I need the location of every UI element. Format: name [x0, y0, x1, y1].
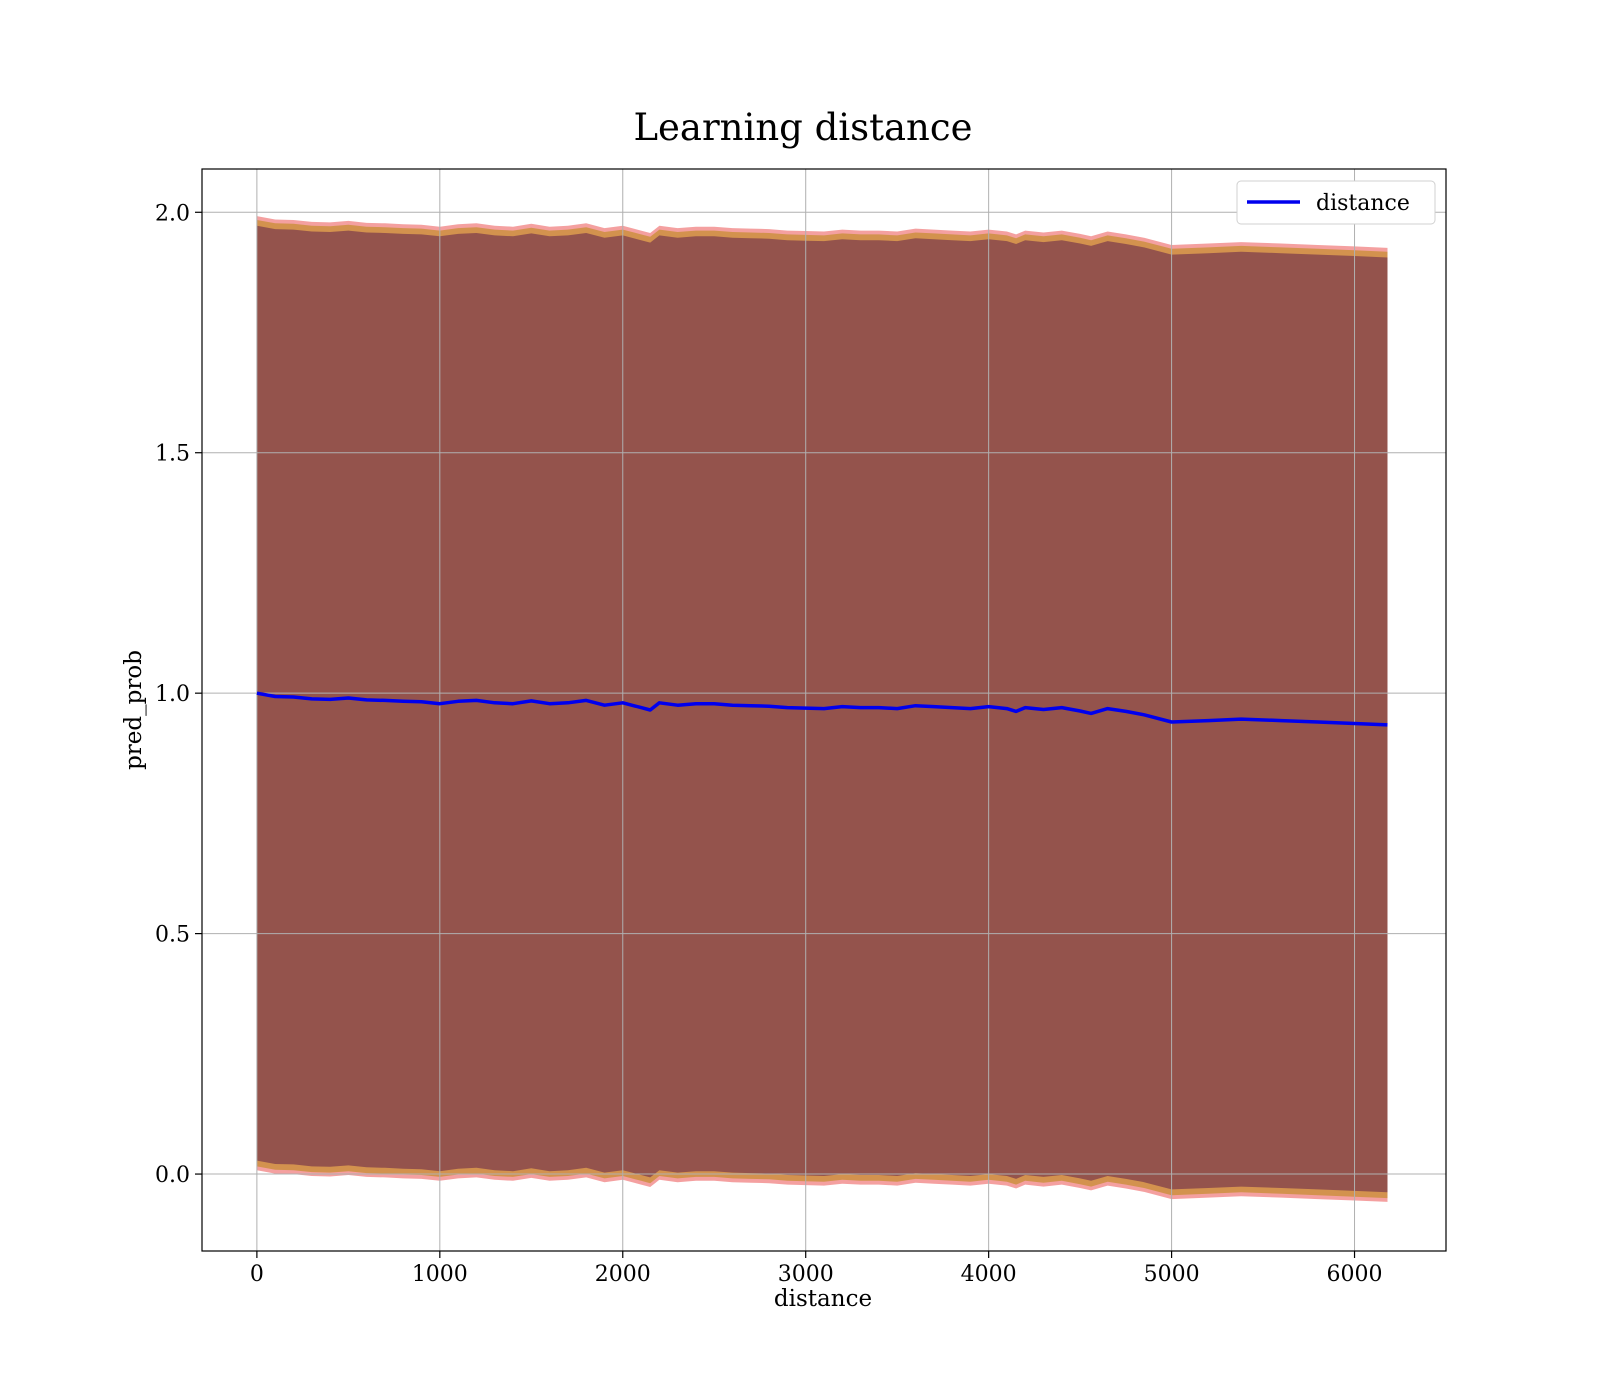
x-axis-ticks: 0 1000 2000 3000 4000 5000 6000 — [250, 1251, 1383, 1287]
x-tick-label: 2000 — [595, 1262, 651, 1287]
y-tick-label: 1.5 — [155, 442, 190, 467]
y-tick-label: 0.5 — [155, 923, 190, 948]
y-tick-label: 0.0 — [155, 1163, 190, 1188]
x-tick-label: 1000 — [412, 1262, 468, 1287]
y-axis-label: pred_prob — [121, 650, 147, 770]
x-tick-label: 0 — [250, 1262, 264, 1287]
x-tick-label: 5000 — [1144, 1262, 1200, 1287]
legend: distance — [1236, 180, 1436, 225]
plot-frame — [201, 168, 1447, 1252]
x-tick-label: 6000 — [1327, 1262, 1383, 1287]
chart-title: Learning distance — [633, 106, 972, 149]
legend-box — [1236, 180, 1436, 225]
y-tick-label: 2.0 — [155, 201, 190, 226]
x-tick-label: 3000 — [778, 1262, 834, 1287]
x-axis-label: distance — [774, 1286, 872, 1312]
x-tick-label: 4000 — [961, 1262, 1017, 1287]
y-axis-ticks: 0.0 0.5 1.0 1.5 2.0 — [155, 201, 202, 1188]
legend-label-distance: distance — [1316, 191, 1410, 216]
y-tick-label: 1.0 — [155, 682, 190, 707]
series-line-distance — [256, 691, 1388, 727]
grid-lines — [202, 169, 1446, 1251]
plot-area — [201, 168, 1447, 1252]
